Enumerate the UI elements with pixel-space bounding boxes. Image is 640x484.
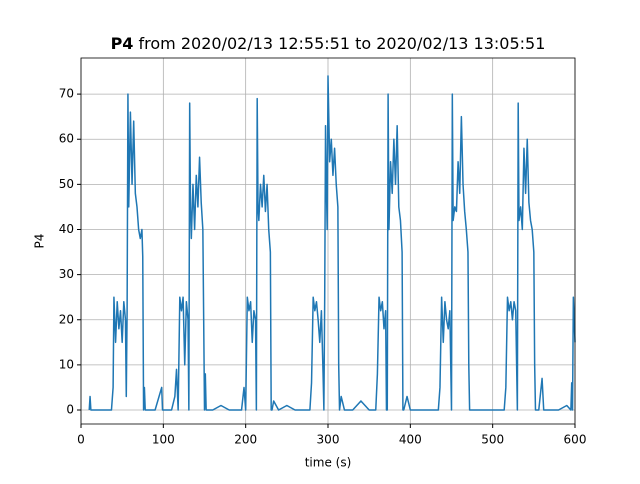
title-rest: from 2020/02/13 12:55:51 to 2020/02/13 1… xyxy=(139,34,546,53)
y-tick-label: 20 xyxy=(59,312,74,326)
x-tick-label: 300 xyxy=(317,433,340,447)
x-tick-label: 0 xyxy=(77,433,85,447)
x-axis-label: time (s) xyxy=(305,456,352,470)
x-tick-label: 200 xyxy=(234,433,257,447)
y-tick-label: 60 xyxy=(59,132,74,146)
data-line xyxy=(88,75,576,411)
plot-area: 0 100 200 300 400 500 600 0 10 20 30 40 50 60 70 xyxy=(59,57,587,447)
y-tick-label: 40 xyxy=(59,222,74,236)
x-tick-label: 400 xyxy=(399,433,422,447)
x-tick-label: 600 xyxy=(564,433,587,447)
chart-title: P4 from 2020/02/13 12:55:51 to 2020/02/1… xyxy=(111,34,546,53)
axes-frame xyxy=(80,57,576,425)
x-tick-label: 500 xyxy=(481,433,504,447)
y-tick-label: 0 xyxy=(66,403,74,417)
y-tick-label: 50 xyxy=(59,177,74,191)
y-tick-label: 30 xyxy=(59,267,74,281)
y-tick-label: 70 xyxy=(59,87,74,101)
y-tick-label: 10 xyxy=(59,357,74,371)
y-axis-label: P4 xyxy=(33,234,47,249)
x-tick-label: 100 xyxy=(152,433,175,447)
title-bold: P4 xyxy=(111,34,134,53)
